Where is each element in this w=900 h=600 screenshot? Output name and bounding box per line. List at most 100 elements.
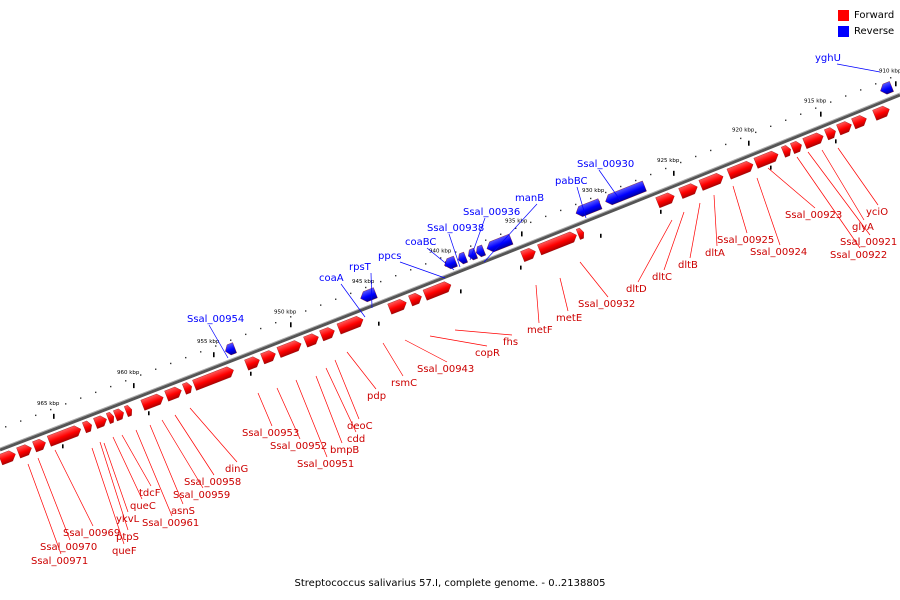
- gene-arrow: [82, 420, 92, 434]
- tick-dot: [605, 191, 607, 194]
- tick-dot: [470, 245, 472, 247]
- tick-dot: [20, 420, 22, 422]
- tick-dot: [275, 321, 277, 324]
- gene-tick: [460, 289, 462, 294]
- tick-dot: [335, 298, 337, 300]
- tick-label: 965 kbp: [37, 401, 60, 407]
- forward-label-line: [121, 434, 152, 487]
- forward-label-line: [189, 407, 238, 463]
- tick-dot: [665, 167, 667, 170]
- tick-dot: [650, 173, 652, 176]
- forward-gene-label: ptpS: [116, 532, 139, 543]
- reverse-label-line: [370, 272, 373, 309]
- tick-label: 945 kbp: [352, 279, 375, 285]
- gene-arrow: [46, 425, 82, 447]
- tick-dot: [695, 155, 697, 158]
- gene-arrow: [726, 161, 754, 180]
- gene-arrow: [851, 115, 867, 130]
- tick-dot: [515, 227, 517, 230]
- forward-gene-label: metE: [556, 313, 582, 324]
- tick-dot: [740, 137, 742, 140]
- tick-dot: [530, 221, 532, 224]
- forward-label-line: [334, 359, 360, 420]
- forward-label-line: [103, 442, 129, 513]
- gene-arrow: [520, 248, 536, 262]
- forward-gene-label: copR: [475, 348, 500, 359]
- forward-label-line: [559, 277, 569, 312]
- tick-dot: [65, 403, 67, 405]
- tick-dot: [455, 251, 457, 253]
- forward-gene-label: Ssal_00961: [142, 518, 199, 529]
- forward-label-line: [579, 261, 609, 298]
- forward-label-line: [295, 379, 328, 458]
- tick-mark: [895, 81, 897, 87]
- gene-arrow: [476, 244, 486, 258]
- gene-arrow: [790, 141, 802, 154]
- gene-tick: [660, 209, 662, 214]
- tick-dot: [845, 95, 847, 97]
- forward-label-line: [91, 447, 125, 545]
- tick-dot: [170, 362, 172, 365]
- gene-arrow: [32, 439, 46, 453]
- gene-arrow: [113, 408, 124, 422]
- forward-label-line: [663, 211, 685, 271]
- reverse-label-line: [483, 203, 538, 263]
- tick-mark: [748, 140, 750, 146]
- gene-arrow: [880, 81, 894, 95]
- forward-label-line: [382, 342, 404, 377]
- forward-gene-label: ykvL: [116, 514, 140, 525]
- forward-label-line: [149, 424, 184, 505]
- gene-arrow: [872, 105, 890, 121]
- tick-dot: [50, 408, 52, 411]
- forward-gene-label: yciO: [866, 207, 888, 218]
- forward-gene-label: Ssal_00952: [270, 441, 327, 452]
- forward-label-line: [325, 367, 357, 433]
- gene-arrow: [824, 127, 836, 141]
- tick-label: 940 kbp: [429, 248, 452, 254]
- tick-label: 920 kbp: [732, 128, 755, 134]
- gene-arrow: [387, 299, 407, 315]
- tick-mark: [673, 170, 675, 176]
- forward-gene-label: tdcF: [139, 488, 161, 499]
- forward-gene-label: Ssal_00923: [785, 210, 842, 221]
- forward-label-line: [756, 177, 781, 246]
- label-lines: [27, 63, 881, 555]
- tick-mark: [820, 111, 822, 117]
- gene-arrow: [16, 444, 32, 459]
- forward-label-line: [27, 463, 62, 555]
- tick-label: 935 kbp: [505, 218, 528, 224]
- forward-label-line: [689, 202, 701, 259]
- forward-label-line: [713, 194, 718, 247]
- tick-dot: [755, 131, 757, 134]
- tick-dot: [260, 327, 262, 330]
- tick-dot: [110, 385, 112, 388]
- tick-dot: [380, 280, 382, 283]
- forward-gene-label: asnS: [171, 506, 195, 517]
- tick-dot: [560, 209, 562, 212]
- tick-dot: [770, 125, 772, 128]
- tick-dots: [5, 77, 892, 449]
- forward-gene-label: Ssal_00958: [184, 477, 241, 488]
- reverse-label-line: [448, 233, 461, 268]
- reverse-gene-label: ppcs: [378, 251, 401, 262]
- tick-dot: [200, 351, 202, 353]
- tick-dot: [785, 119, 787, 121]
- forward-label-line: [276, 387, 301, 440]
- tick-dot: [830, 101, 832, 103]
- reverse-gene-label: Ssal_00936: [463, 207, 520, 218]
- forward-gene-label: Ssal_00970: [40, 542, 97, 553]
- forward-label-line: [161, 419, 204, 489]
- tick-dot: [350, 292, 352, 295]
- tick-dot: [35, 414, 37, 417]
- tick-label: 915 kbp: [804, 99, 827, 105]
- tick-dot: [500, 233, 502, 235]
- reverse-gene-label: rpsT: [349, 262, 372, 273]
- forward-label-line: [112, 436, 143, 500]
- forward-label-line: [315, 375, 343, 444]
- tick-label: 925 kbp: [657, 158, 680, 164]
- gene-arrow: [336, 316, 364, 335]
- gene-arrow: [124, 405, 132, 417]
- reverse-label-line: [426, 247, 455, 271]
- tick-dot: [320, 304, 322, 306]
